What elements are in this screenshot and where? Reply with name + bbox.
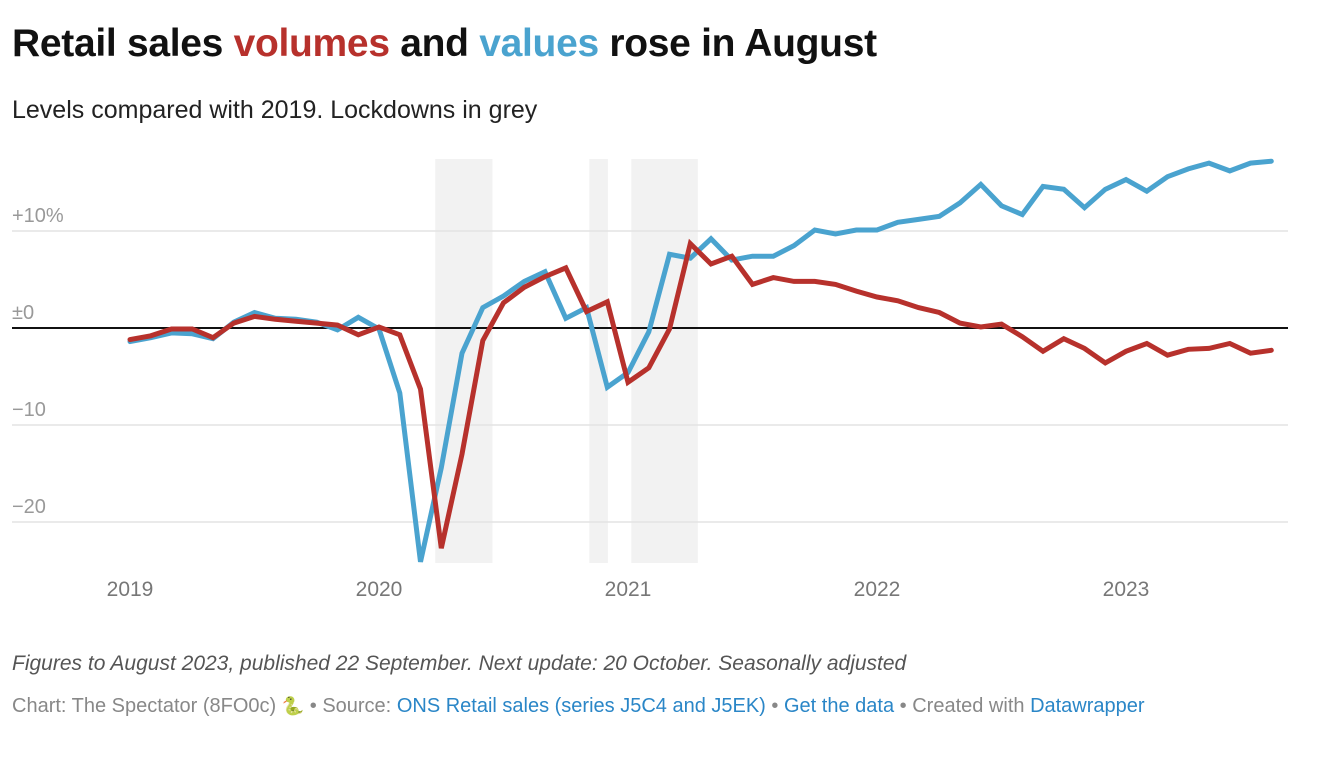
title-part: and (389, 22, 480, 65)
chart-notes: Figures to August 2023, published 22 Sep… (12, 652, 907, 675)
title-part-values: values (479, 22, 599, 65)
snake-icon: 🐍 (281, 696, 305, 716)
datawrapper-link[interactable]: Datawrapper (1030, 695, 1145, 717)
chart-byline: Chart: The Spectator (8FO0c) 🐍 • Source:… (12, 695, 1145, 718)
series-lines (127, 158, 1274, 563)
x-tick-label: 2023 (1103, 578, 1150, 601)
title-part: Retail sales (12, 22, 234, 65)
lockdown-band (631, 159, 698, 563)
title-part-volumes: volumes (233, 22, 390, 65)
separator: • (309, 695, 317, 717)
x-tick-label: 2021 (605, 578, 652, 601)
y-tick-label: −20 (12, 496, 46, 518)
chart-title: Retail sales volumes and values rose in … (12, 22, 877, 66)
lockdown-bands (435, 159, 698, 563)
y-tick-label: +10% (12, 205, 64, 227)
separator: • (771, 695, 779, 717)
series-line-volumes (127, 238, 1274, 549)
line-chart: +10% ±0 −10 −20 2019 2020 2021 2022 2023 (12, 158, 1288, 601)
x-tick-label: 2019 (107, 578, 154, 601)
source-link[interactable]: ONS Retail sales (series J5C4 and J5EK) (396, 695, 766, 717)
chart-subtitle: Levels compared with 2019. Lockdowns in … (12, 96, 538, 124)
source-label: Source: (322, 695, 392, 717)
lockdown-band (435, 159, 493, 563)
y-axis-labels: +10% ±0 −10 −20 (12, 205, 64, 518)
x-axis-labels: 2019 2020 2021 2022 2023 (107, 578, 1150, 601)
separator: • (899, 695, 907, 717)
x-tick-label: 2022 (854, 578, 901, 601)
x-tick-label: 2020 (356, 578, 403, 601)
get-data-link[interactable]: Get the data (784, 695, 895, 717)
y-tick-label: ±0 (12, 302, 34, 324)
y-tick-label: −10 (12, 399, 46, 421)
title-part: rose in August (598, 22, 877, 65)
chart-credit: Chart: The Spectator (8FO0c) (12, 695, 277, 717)
created-with-label: Created with (912, 695, 1025, 717)
